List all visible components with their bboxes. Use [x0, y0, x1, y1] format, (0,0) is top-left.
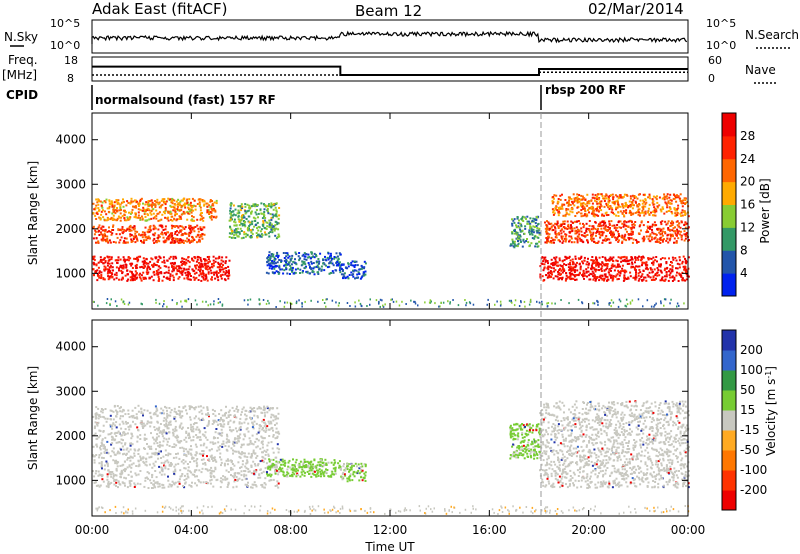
colorbar-tick-label: 24 [740, 152, 755, 166]
colorbar-swatch [722, 450, 736, 471]
cpid-mode-1: normalsound (fast) 157 RF [95, 93, 276, 107]
x-axis-label: Time UT [364, 540, 415, 554]
station-title: Adak East (fitACF) [92, 0, 227, 18]
colorbar-tick-label: 100 [740, 363, 763, 377]
colorbar-tick-label: -15 [740, 423, 760, 437]
nave-top-tick: 60 [708, 54, 722, 67]
y-tick-label: 1000 [55, 473, 86, 487]
colorbar-swatch [722, 113, 736, 137]
velocity-colorbar: 200 100 50 15 -15 -50 -100 -200 [721, 329, 767, 511]
time-x-axis: 00:00 04:00 08:00 12:00 16:00 20:00 00:00 [75, 113, 706, 537]
colorbar-swatch [722, 330, 736, 351]
power-colorbar-label: Power [dB] [758, 178, 772, 243]
colorbar-swatch [722, 227, 736, 251]
y-tick-label: 2000 [55, 222, 86, 236]
power-scatter [92, 193, 690, 308]
frequency-trace [92, 65, 688, 76]
colorbar-tick-label: 50 [740, 383, 755, 397]
velocity-y-axis-label: Slant Range [km] [26, 366, 40, 470]
x-tick-label: 04:00 [174, 523, 209, 537]
date-label: 02/Mar/2014 [588, 0, 684, 18]
colorbar-tick-label: 4 [740, 266, 748, 280]
noise-left-top-tick: 10^5 [50, 17, 80, 30]
colorbar-tick-label: 12 [740, 220, 755, 234]
freq-bottom-tick: 8 [67, 72, 74, 85]
x-tick-label: 00:00 [75, 523, 110, 537]
cpid-panel: CPID normalsound (fast) 157 RF rbsp 200 … [6, 83, 626, 110]
noise-right-top-tick: 10^5 [706, 17, 736, 30]
velocity-y-axis: 1000 2000 3000 4000 [55, 340, 688, 487]
colorbar-swatch [722, 204, 736, 228]
y-tick-label: 3000 [55, 177, 86, 191]
colorbar-tick-label: -100 [740, 463, 767, 477]
noise-search-label: N.Search [745, 28, 799, 42]
noise-right-bottom-tick: 10^0 [706, 39, 736, 52]
x-tick-label: 08:00 [273, 523, 308, 537]
nave-bottom-tick: 0 [708, 72, 715, 85]
colorbar-swatch [722, 370, 736, 391]
colorbar-tick-label: -200 [740, 483, 767, 497]
noise-sky-label: N.Sky [4, 30, 38, 44]
colorbar-swatch [722, 181, 736, 205]
freq-unit-label: [MHz] [2, 68, 37, 82]
colorbar-tick-label: 20 [740, 175, 755, 189]
colorbar-tick-label: 28 [740, 129, 755, 143]
y-tick-label: 3000 [55, 384, 86, 398]
colorbar-tick-label: 8 [740, 243, 748, 257]
velocity-scatter [92, 400, 690, 515]
cpid-label: CPID [6, 88, 38, 102]
noise-panel: N.Sky 10^5 10^0 10^5 10^0 N.Search [4, 17, 799, 54]
colorbar-swatch [722, 350, 736, 371]
power-panel: 1000 2000 3000 4000 Slant Range [km] 4 8 12 16… [26, 112, 772, 310]
power-y-axis-label: Slant Range [km] [26, 161, 40, 265]
colorbar-swatch [722, 410, 736, 431]
freq-label: Freq. [8, 53, 38, 67]
y-tick-label: 4000 [55, 340, 86, 354]
power-colorbar: 4 8 12 16 20 24 28 [721, 112, 755, 297]
colorbar-swatch [722, 135, 736, 160]
colorbar-tick-label: -50 [740, 443, 760, 457]
colorbar-swatch [722, 250, 736, 274]
x-tick-label: 00:00 [671, 523, 706, 537]
colorbar-tick-label: 16 [740, 198, 755, 212]
colorbar-swatch [722, 470, 736, 491]
colorbar-swatch [722, 158, 736, 183]
noise-sky-trace [91, 30, 688, 44]
beam-label: Beam 12 [355, 2, 422, 20]
x-tick-label: 12:00 [373, 523, 408, 537]
x-tick-label: 16:00 [472, 523, 507, 537]
colorbar-swatch [722, 490, 736, 511]
noise-left-bottom-tick: 10^0 [50, 39, 80, 52]
y-tick-label: 4000 [55, 133, 86, 147]
power-y-axis: 1000 2000 3000 4000 [55, 133, 688, 280]
velocity-panel: 1000 2000 3000 4000 Slant Range [km] 200 100… [26, 319, 779, 517]
freq-top-tick: 18 [64, 54, 78, 67]
colorbar-tick-label: 15 [740, 403, 755, 417]
cpid-mode-2: rbsp 200 RF [545, 83, 626, 97]
velocity-colorbar-label: Velocity [m s-1] [764, 366, 779, 456]
x-tick-label: 20:00 [571, 523, 606, 537]
y-tick-label: 2000 [55, 429, 86, 443]
colorbar-swatch [722, 273, 736, 297]
nave-label: Nave [745, 63, 776, 77]
colorbar-tick-label: 200 [740, 343, 763, 357]
colorbar-swatch [722, 390, 736, 411]
colorbar-swatch [722, 430, 736, 451]
frequency-panel: Freq. [MHz] 18 8 60 0 Nave [2, 53, 776, 85]
y-tick-label: 1000 [55, 266, 86, 280]
